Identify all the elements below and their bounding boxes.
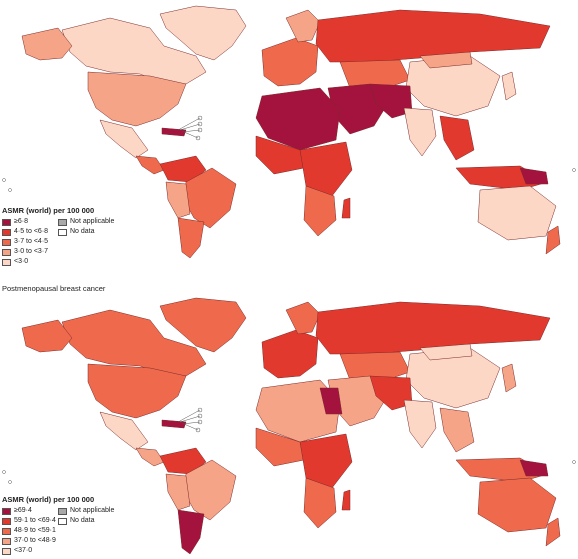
region-japan: [501, 363, 517, 393]
legend-item: Not applicable: [58, 217, 128, 227]
region-alaska: [21, 319, 73, 353]
region-southeast-asia: [439, 407, 475, 453]
legend-item: No data: [58, 516, 128, 526]
panel-title-bottom: Postmenopausal breast cancer: [2, 284, 106, 293]
region-japan: [501, 71, 517, 101]
region-new-zealand: [545, 225, 561, 255]
legend-title: ASMR (world) per 100 000: [2, 495, 95, 504]
region-argentina-chile: [177, 217, 205, 259]
world-map-bottom: [2, 297, 576, 555]
region-alaska: [21, 27, 73, 61]
region-png: [519, 459, 549, 477]
region-russia: [315, 301, 551, 355]
region-east-africa: [299, 141, 353, 197]
legend-item: 4·5 to <6·8: [2, 227, 58, 237]
region-southern-africa: [303, 477, 337, 529]
region-mexico: [99, 411, 149, 451]
legend-item: ≥6·8: [2, 217, 58, 227]
region-east-africa: [299, 433, 353, 489]
region-mongolia: [419, 51, 473, 69]
world-map-top: [2, 5, 576, 259]
region-north-africa: [255, 379, 341, 443]
region-india: [403, 107, 437, 157]
region-iran-pakistan: [369, 83, 413, 119]
region-egypt: [319, 387, 343, 415]
region-europe: [261, 329, 319, 379]
legend-item: 48·9 to <59·1: [2, 526, 58, 536]
region-peru-bolivia: [165, 181, 191, 219]
legend-item: No data: [58, 227, 128, 237]
region-scandinavia: [285, 9, 321, 43]
legend-top: ASMR (world) per 100 000 ≥6·8 Not applic…: [2, 206, 128, 267]
region-mexico: [99, 119, 149, 159]
region-argentina-chile: [177, 509, 205, 555]
region-greenland: [159, 5, 247, 61]
region-central-america: [135, 447, 165, 467]
legend-item: 3·7 to <4·5: [2, 237, 58, 247]
legend-item: 37·0 to <48·9: [2, 536, 58, 546]
region-iran-pakistan: [369, 375, 413, 411]
region-png: [519, 167, 549, 185]
region-usa: [87, 71, 187, 127]
legend-item: 3·0 to <3·7: [2, 247, 58, 257]
region-new-zealand: [545, 517, 561, 547]
region-madagascar: [341, 197, 351, 219]
legend-item: <37·0: [2, 546, 58, 556]
legend-item: Not applicable: [58, 506, 128, 516]
region-peru-bolivia: [165, 473, 191, 511]
region-russia: [315, 9, 551, 63]
region-australia: [477, 477, 557, 533]
region-usa: [87, 363, 187, 419]
region-scandinavia: [285, 301, 321, 335]
legend-title: ASMR (world) per 100 000: [2, 206, 95, 215]
region-greenland: [159, 297, 247, 353]
legend-item: <3·0: [2, 257, 58, 267]
region-southern-africa: [303, 185, 337, 237]
region-madagascar: [341, 489, 351, 511]
region-central-america: [135, 155, 165, 175]
region-southeast-asia: [439, 115, 475, 161]
legend-item: 59·1 to <69·4: [2, 516, 58, 526]
region-west-africa: [255, 427, 305, 467]
region-west-africa: [255, 135, 305, 175]
region-north-africa: [255, 87, 341, 151]
region-australia: [477, 185, 557, 241]
legend-bottom: ASMR (world) per 100 000 ≥69·4 Not appli…: [2, 495, 128, 556]
legend-item: ≥69·4: [2, 506, 58, 516]
region-europe: [261, 37, 319, 87]
region-india: [403, 399, 437, 449]
region-mongolia: [419, 343, 473, 361]
